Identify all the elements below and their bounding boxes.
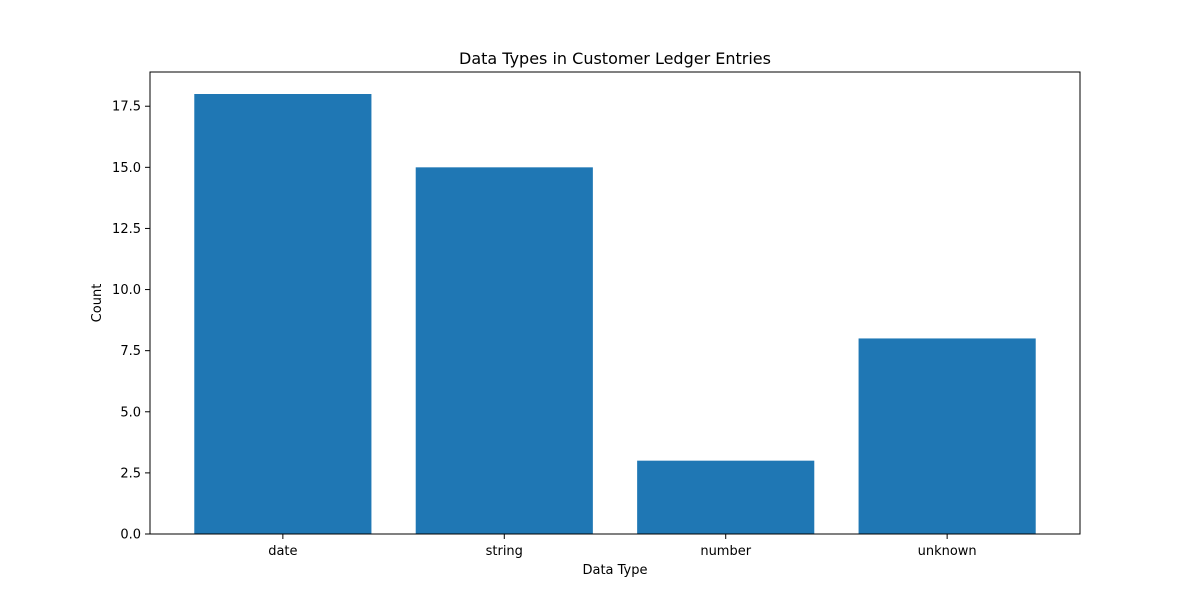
chart-title: Data Types in Customer Ledger Entries bbox=[459, 49, 771, 68]
y-tick-label: 10.0 bbox=[112, 283, 141, 298]
x-tick-label: string bbox=[486, 544, 523, 559]
plot-frame bbox=[149, 71, 1081, 535]
x-tick-label: number bbox=[700, 544, 751, 559]
y-tick-label: 7.5 bbox=[120, 344, 141, 359]
x-axis: date string number unknown bbox=[268, 534, 977, 559]
bar-date bbox=[194, 94, 372, 534]
bars-layer bbox=[194, 94, 1036, 535]
y-tick-label: 2.5 bbox=[120, 466, 141, 481]
x-tick-label: unknown bbox=[918, 544, 977, 559]
bar-number bbox=[637, 460, 815, 534]
y-tick-label: 17.5 bbox=[112, 100, 141, 115]
x-tick-label: date bbox=[268, 544, 297, 559]
y-tick-label: 0.0 bbox=[120, 528, 141, 543]
y-tick-label: 5.0 bbox=[120, 405, 141, 420]
bar-unknown bbox=[858, 338, 1036, 534]
bar-string bbox=[415, 167, 593, 535]
x-axis-label: Data Type bbox=[582, 563, 647, 578]
y-axis: 0.0 2.5 5.0 7.5 10.0 12.5 15.0 17.5 bbox=[112, 100, 150, 543]
y-tick-label: 12.5 bbox=[112, 222, 141, 237]
y-axis-label: Count bbox=[90, 284, 105, 323]
y-tick-label: 15.0 bbox=[112, 161, 141, 176]
